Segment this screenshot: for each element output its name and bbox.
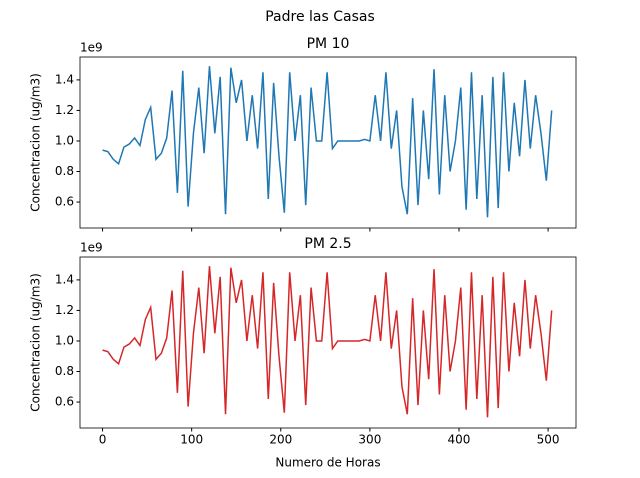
x-axis-label: Numero de Horas	[275, 456, 380, 470]
x-tick-label: 500	[537, 433, 560, 447]
x-tick-label: 0	[99, 433, 107, 447]
y-axis-label: Concentracion (ug/m3)	[29, 273, 43, 412]
y-tick-label: 0.8	[55, 164, 74, 178]
y-tick-label: 0.8	[55, 364, 74, 378]
y-tick-label: 1.2	[55, 103, 74, 117]
y-tick-label: 1.2	[55, 303, 74, 317]
x-tick-label: 300	[358, 433, 381, 447]
x-tick-label: 200	[269, 433, 292, 447]
figure-title: Padre las Casas	[265, 9, 375, 25]
x-tick-label: 100	[180, 433, 203, 447]
data-line	[102, 266, 553, 418]
y-tick-label: 1.0	[55, 133, 74, 147]
y-axis-label: Concentracion (ug/m3)	[29, 73, 43, 212]
axes-frame	[79, 56, 577, 229]
y-tick-label: 1.4	[55, 72, 74, 86]
y-tick-label: 0.6	[55, 195, 74, 209]
y-tick-label: 1.4	[55, 272, 74, 286]
y-tick-label: 1.0	[55, 333, 74, 347]
axes-frame	[79, 256, 577, 429]
data-line	[102, 66, 553, 218]
y-tick-label: 0.6	[55, 395, 74, 409]
axes-title: PM 2.5	[304, 236, 351, 252]
axes-title: PM 10	[307, 36, 350, 52]
y-offset-label: 1e9	[80, 41, 103, 55]
x-tick-label: 400	[448, 433, 471, 447]
y-offset-label: 1e9	[80, 241, 103, 255]
